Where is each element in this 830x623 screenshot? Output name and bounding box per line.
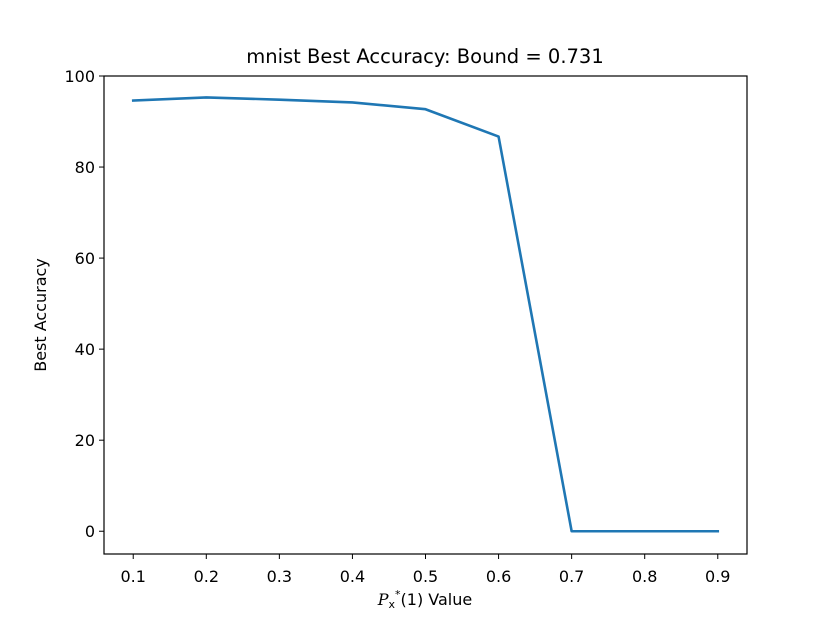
x-axis-label-subscript: x [388,598,396,611]
plot-series [131,96,720,533]
x-axis-label-rest: (1) Value [400,590,473,609]
series-line [131,96,720,533]
y-tick-label: 100 [64,67,95,86]
x-tick-label: 0.5 [413,567,438,586]
plot-frame [103,75,748,555]
x-tick-label: 0.8 [632,567,657,586]
y-tick-label: 60 [75,249,95,268]
x-tick-label: 0.6 [486,567,511,586]
x-axis-label-superscript: * [395,588,401,601]
x-axis-label: Px*(1) Value [0,588,830,611]
chart-title: mnist Best Accuracy: Bound = 0.731 [246,45,604,68]
y-axis: 0 20 40 60 80 100 [64,67,104,541]
x-tick-label: 0.4 [340,567,365,586]
y-tick-label: 20 [75,431,95,450]
x-tick-label: 0.3 [267,567,292,586]
x-axis-label-symbol: P [377,590,389,609]
x-tick-label: 0.7 [559,567,584,586]
x-axis: 0.1 0.2 0.3 0.4 0.5 0.6 0.7 0.8 0.9 [121,554,730,586]
x-tick-label: 0.2 [194,567,219,586]
x-tick-label: 0.1 [121,567,146,586]
x-tick-label: 0.9 [705,567,730,586]
y-tick-label: 80 [75,158,95,177]
y-tick-label: 40 [75,340,95,359]
y-axis-label: Best Accuracy [31,258,50,372]
y-tick-label: 0 [85,522,95,541]
